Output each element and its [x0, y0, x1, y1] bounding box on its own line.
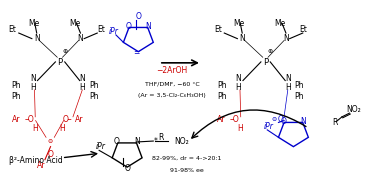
Text: R: R	[332, 118, 337, 127]
Text: H: H	[236, 84, 241, 92]
Text: O: O	[135, 12, 141, 21]
Text: NO₂: NO₂	[346, 105, 360, 114]
Text: H: H	[32, 124, 38, 133]
Text: O: O	[280, 117, 286, 126]
Text: Me: Me	[234, 19, 245, 28]
Text: N: N	[300, 117, 307, 126]
Text: Ph: Ph	[294, 81, 304, 90]
Text: N: N	[285, 74, 291, 83]
Text: O–: O–	[63, 115, 72, 124]
Text: Ph: Ph	[11, 81, 21, 90]
Text: iPr: iPr	[264, 122, 274, 131]
Text: (Ar = 3,5-Cl₂-C₆H₃OH): (Ar = 3,5-Cl₂-C₆H₃OH)	[138, 93, 206, 98]
Text: O: O	[114, 137, 120, 146]
Text: Ph: Ph	[89, 81, 98, 90]
Text: O: O	[124, 164, 130, 174]
Text: 82-99%, dr = 4->20:1: 82-99%, dr = 4->20:1	[152, 156, 222, 161]
Text: =: =	[133, 48, 139, 57]
Text: H: H	[80, 84, 85, 92]
Text: Ph: Ph	[217, 92, 227, 101]
Text: Ar: Ar	[218, 115, 226, 124]
Text: –O: –O	[230, 115, 240, 124]
Text: R: R	[158, 133, 164, 142]
Text: iPr: iPr	[109, 27, 119, 36]
Text: N: N	[239, 34, 245, 43]
Text: Et: Et	[214, 25, 222, 34]
Text: P: P	[263, 58, 268, 67]
Text: H: H	[285, 84, 291, 92]
Text: 91-98% ee: 91-98% ee	[170, 168, 204, 173]
Text: Me: Me	[28, 19, 39, 28]
Text: N: N	[146, 22, 151, 31]
Text: N: N	[283, 34, 289, 43]
Text: N: N	[30, 74, 36, 83]
Text: Ph: Ph	[89, 92, 98, 101]
Text: Ph: Ph	[11, 92, 21, 101]
Text: Ar: Ar	[37, 161, 46, 170]
Text: Ph: Ph	[294, 92, 304, 101]
Text: Ar: Ar	[75, 115, 84, 124]
Text: N: N	[80, 74, 85, 83]
Text: ⊕: ⊕	[62, 49, 67, 54]
Text: –O: –O	[25, 115, 34, 124]
Text: N: N	[236, 74, 241, 83]
Text: Me: Me	[275, 19, 286, 28]
Text: O: O	[277, 115, 283, 124]
Text: H: H	[238, 124, 243, 133]
Text: −2ArOH: −2ArOH	[156, 66, 188, 75]
Text: Et: Et	[299, 25, 307, 34]
Text: Me: Me	[69, 19, 80, 28]
Text: NO₂: NO₂	[174, 137, 189, 146]
Text: O: O	[48, 149, 54, 159]
Text: Ar: Ar	[12, 115, 20, 124]
Text: N: N	[78, 34, 83, 43]
Text: iPr: iPr	[96, 142, 106, 151]
Text: O: O	[125, 22, 131, 31]
Text: H: H	[30, 84, 36, 92]
Text: Et: Et	[9, 25, 16, 34]
Text: THF/DMF, −60 °C: THF/DMF, −60 °C	[145, 82, 199, 87]
Text: *: *	[153, 137, 157, 146]
Text: Ph: Ph	[217, 81, 227, 90]
Text: P: P	[57, 58, 63, 67]
Text: β²-Amino Acid: β²-Amino Acid	[9, 156, 63, 165]
Text: N: N	[134, 137, 140, 146]
Text: Et: Et	[97, 25, 105, 34]
Text: H: H	[59, 124, 64, 133]
Text: ⊖: ⊖	[271, 117, 277, 122]
Text: N: N	[34, 34, 40, 43]
Text: ⊕: ⊕	[268, 49, 273, 54]
Text: ⊖: ⊖	[48, 139, 53, 144]
